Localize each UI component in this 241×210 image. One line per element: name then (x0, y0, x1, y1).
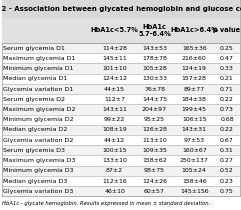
Text: HbA1c
5.7-6.4%: HbA1c 5.7-6.4% (138, 24, 171, 37)
Text: Glycemia variation D2: Glycemia variation D2 (3, 138, 74, 143)
Text: 109±35: 109±35 (142, 148, 167, 153)
Text: Serum glycemia D2: Serum glycemia D2 (3, 97, 65, 102)
Text: 144±75: 144±75 (142, 97, 167, 102)
Text: 44±12: 44±12 (104, 138, 125, 143)
Text: Glycemia variation D3: Glycemia variation D3 (3, 189, 74, 194)
Text: 106±15: 106±15 (182, 117, 207, 122)
Text: 124±19: 124±19 (182, 66, 207, 71)
Text: 95±25: 95±25 (144, 117, 165, 122)
Text: 98±75: 98±75 (144, 168, 165, 173)
Text: 0.23: 0.23 (220, 178, 234, 184)
Text: 0.52: 0.52 (220, 168, 234, 173)
Text: 44±15: 44±15 (104, 87, 125, 92)
Text: 143±53: 143±53 (142, 46, 167, 51)
Text: 0.22: 0.22 (220, 97, 234, 102)
Text: HbA1c - glycate hemoglobin. Results expressed in mean ± standard deviation.: HbA1c - glycate hemoglobin. Results expr… (2, 201, 211, 206)
Text: 112±7: 112±7 (104, 97, 125, 102)
Text: Serum glycemia D1: Serum glycemia D1 (3, 46, 65, 51)
Text: p value: p value (213, 28, 241, 33)
Text: 100±15: 100±15 (102, 148, 127, 153)
Text: 124±26: 124±26 (142, 178, 167, 184)
Text: Maximum glycemia D3: Maximum glycemia D3 (3, 158, 76, 163)
Text: 114±28: 114±28 (102, 46, 127, 51)
Text: 165±36: 165±36 (182, 46, 207, 51)
Text: 76±78: 76±78 (144, 87, 165, 92)
Text: Median glycemia D2: Median glycemia D2 (3, 127, 68, 133)
Text: 87±2: 87±2 (106, 168, 123, 173)
Text: Serum glycemia D3: Serum glycemia D3 (3, 148, 65, 153)
Text: 0.71: 0.71 (220, 87, 234, 92)
Text: Maximum glycemia D2: Maximum glycemia D2 (3, 107, 76, 112)
Text: 46±10: 46±10 (104, 189, 125, 194)
Text: 145±156: 145±156 (180, 189, 208, 194)
Text: 101±10: 101±10 (102, 66, 127, 71)
Text: 158±62: 158±62 (142, 158, 167, 163)
Text: Table 2 - Association between glycated hemoglobin and glucose control: Table 2 - Association between glycated h… (0, 6, 241, 12)
Text: 0.21: 0.21 (220, 76, 234, 81)
Text: HbA1c>6.4%: HbA1c>6.4% (170, 28, 218, 33)
Text: Maximum glycemia D1: Maximum glycemia D1 (3, 56, 76, 61)
Text: 204±97: 204±97 (142, 107, 167, 112)
Text: 0.25: 0.25 (220, 46, 234, 51)
Text: 97±53: 97±53 (184, 138, 205, 143)
Text: 89±77: 89±77 (184, 87, 205, 92)
Text: 113±10: 113±10 (142, 138, 167, 143)
Text: 0.27: 0.27 (220, 158, 234, 163)
Text: 158±46: 158±46 (182, 178, 207, 184)
Text: 0.47: 0.47 (220, 56, 234, 61)
Text: Glycemia variation D1: Glycemia variation D1 (3, 87, 74, 92)
Text: 145±11: 145±11 (102, 56, 127, 61)
Text: 250±137: 250±137 (180, 158, 209, 163)
Text: 0.22: 0.22 (220, 127, 234, 133)
Text: Median glycemia D3: Median glycemia D3 (3, 178, 68, 184)
Text: 157±28: 157±28 (182, 76, 207, 81)
Text: Minimum glycemia D2: Minimum glycemia D2 (3, 117, 74, 122)
Text: 216±60: 216±60 (182, 56, 207, 61)
Text: 178±78: 178±78 (142, 56, 167, 61)
Text: Median glycemia D1: Median glycemia D1 (3, 76, 68, 81)
Text: 143±11: 143±11 (102, 107, 127, 112)
Text: 199±45: 199±45 (182, 107, 207, 112)
Text: 133±10: 133±10 (102, 158, 127, 163)
Text: 105±28: 105±28 (142, 66, 167, 71)
Text: 160±67: 160±67 (182, 148, 207, 153)
Text: 143±31: 143±31 (182, 127, 207, 133)
Text: 0.75: 0.75 (220, 189, 234, 194)
Text: Minimum glycemia D3: Minimum glycemia D3 (3, 168, 74, 173)
Text: 126±28: 126±28 (142, 127, 167, 133)
Text: 124±12: 124±12 (102, 76, 127, 81)
Text: 112±16: 112±16 (102, 178, 127, 184)
Text: 0.67: 0.67 (220, 138, 234, 143)
Text: Minimum glycemia D1: Minimum glycemia D1 (3, 66, 74, 71)
Text: 60±57: 60±57 (144, 189, 165, 194)
Text: 99±22: 99±22 (104, 117, 125, 122)
Text: 0.73: 0.73 (220, 107, 234, 112)
Text: 108±19: 108±19 (102, 127, 127, 133)
Text: 105±24: 105±24 (182, 168, 207, 173)
Text: 0.33: 0.33 (220, 66, 234, 71)
Text: 130±33: 130±33 (142, 76, 167, 81)
Text: 184±38: 184±38 (182, 97, 207, 102)
Text: HbA1c<5.7%: HbA1c<5.7% (91, 28, 139, 33)
Text: 0.31: 0.31 (220, 148, 234, 153)
Text: 0.68: 0.68 (220, 117, 234, 122)
